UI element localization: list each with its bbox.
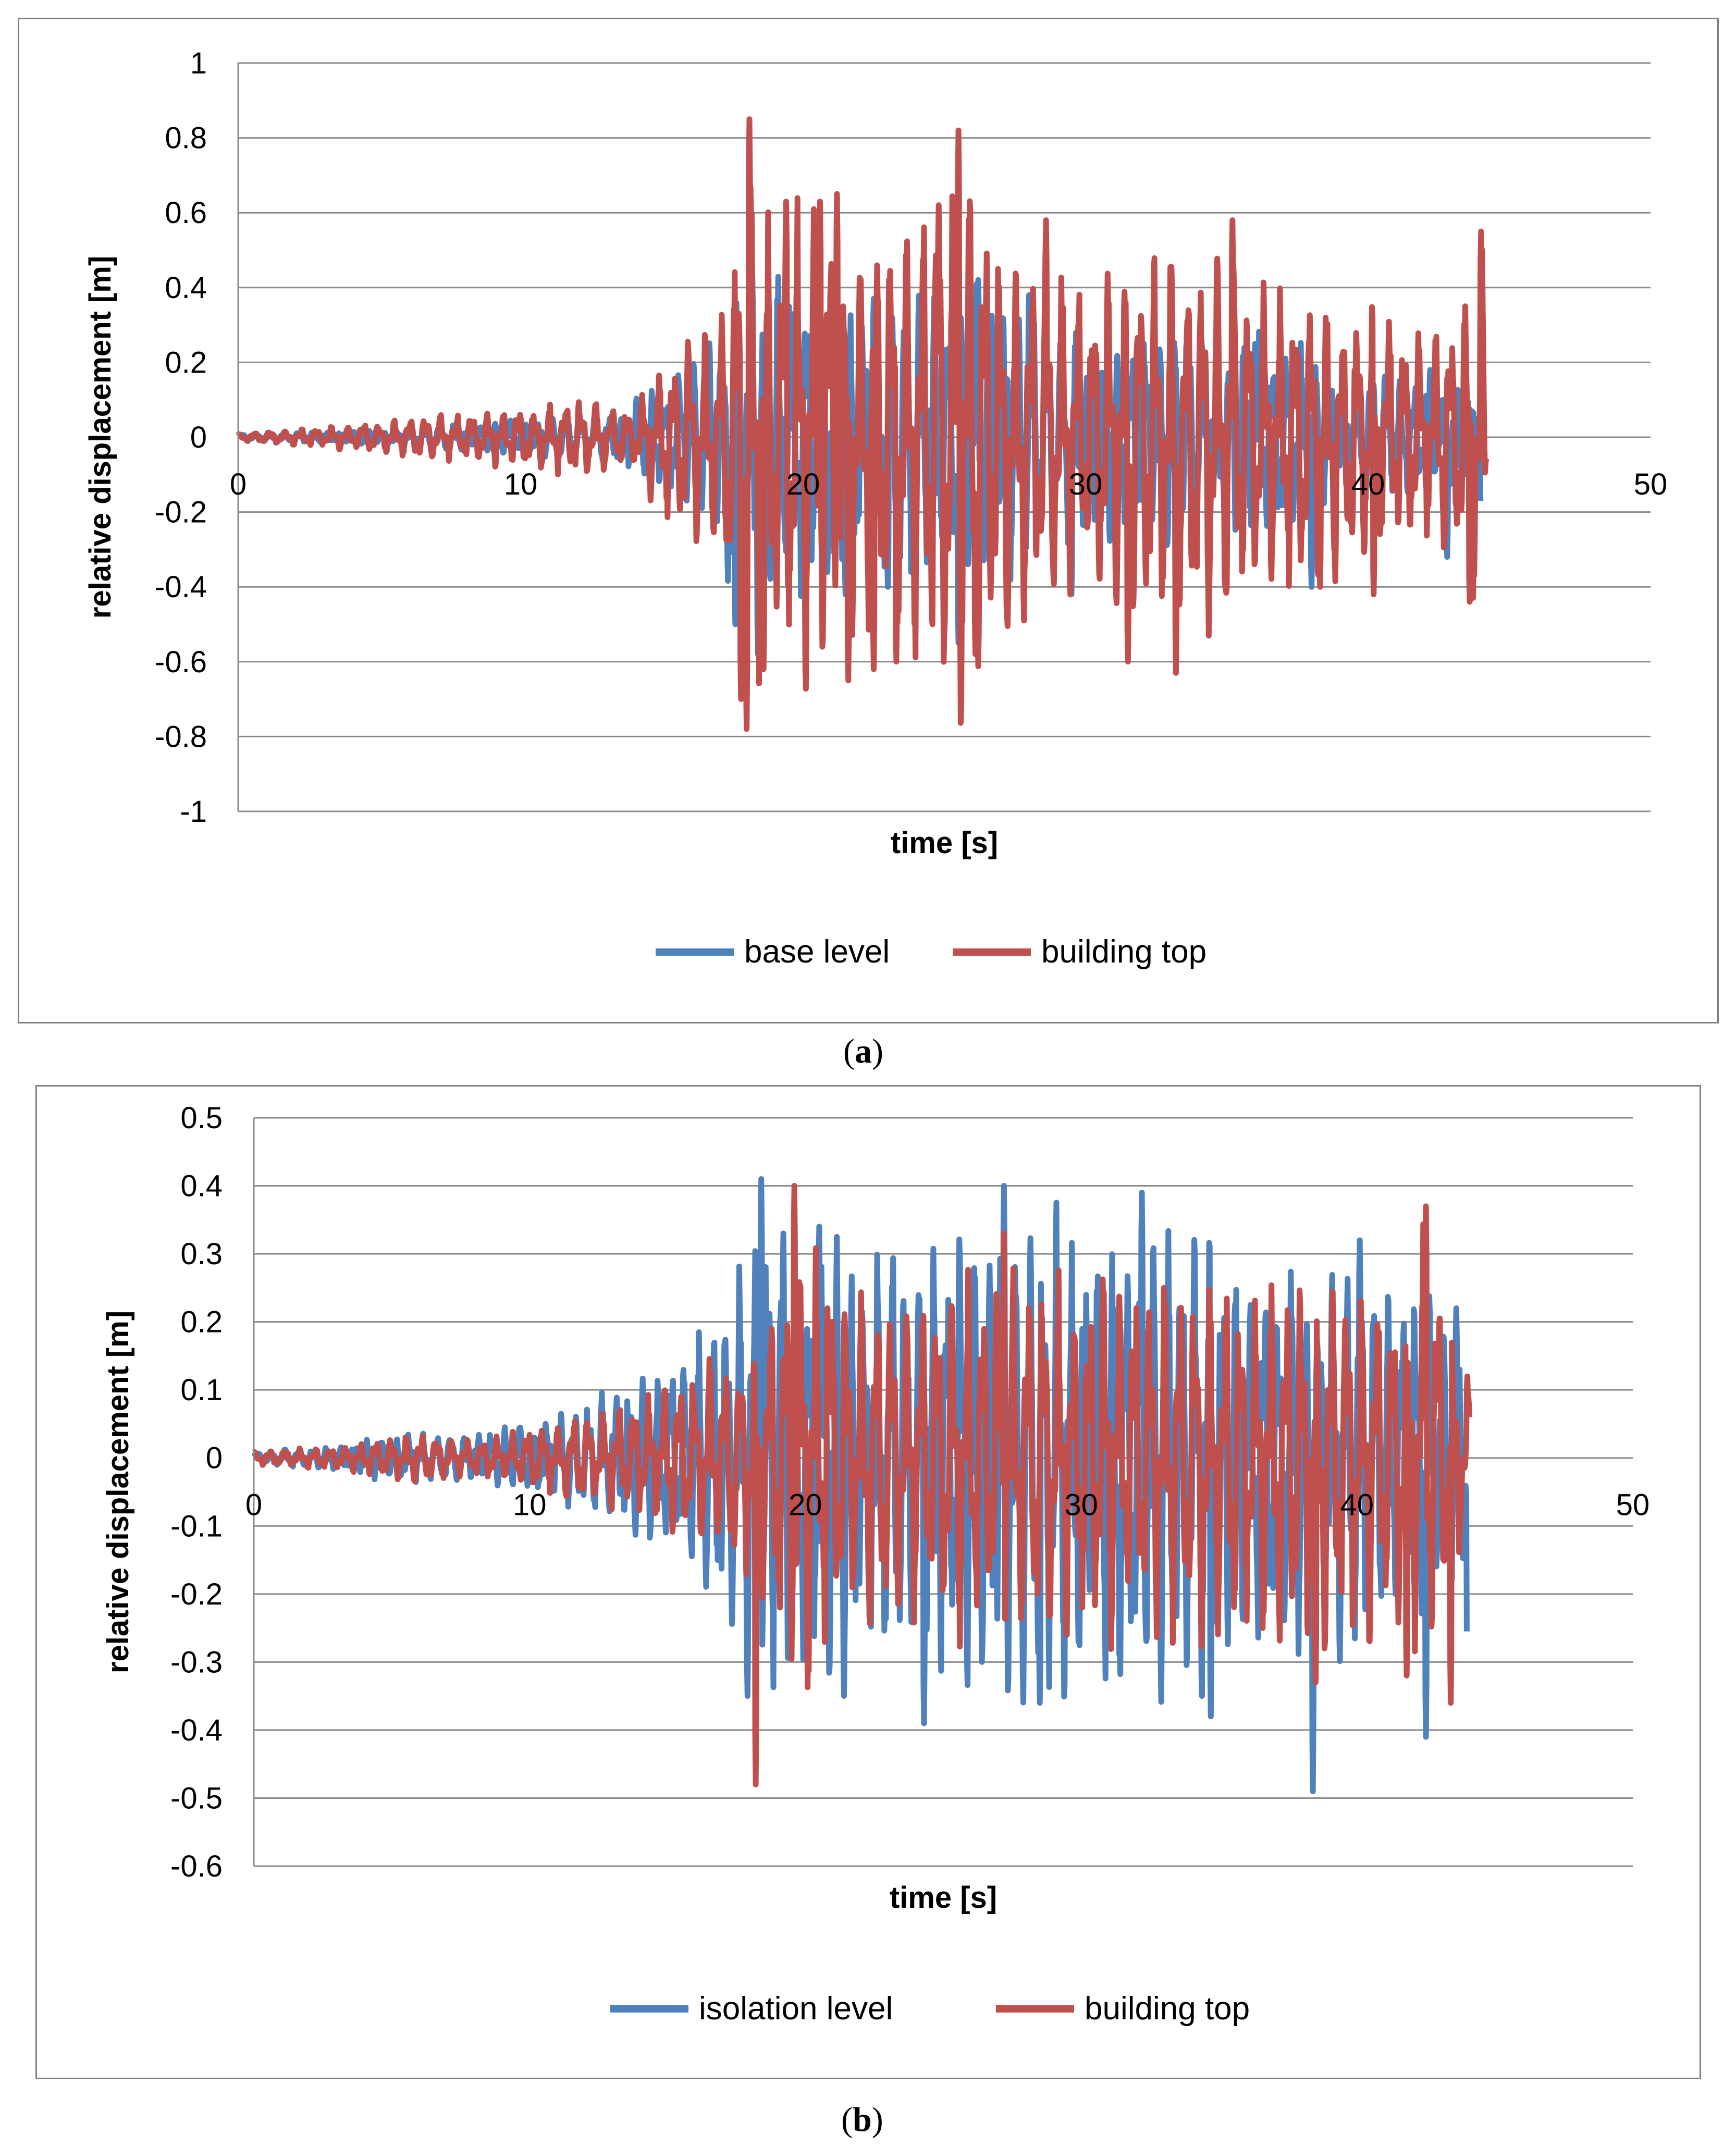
y-tick-label: 0.3 bbox=[180, 1237, 223, 1271]
y-tick-label: 0.4 bbox=[180, 1169, 223, 1203]
series-line-isolation-level bbox=[251, 1176, 1470, 1794]
x-axis-title: time [s] bbox=[890, 1881, 997, 1915]
x-tick-label: 50 bbox=[1634, 467, 1668, 501]
x-tick-label: 20 bbox=[789, 1488, 822, 1522]
x-tick-label: 10 bbox=[513, 1488, 547, 1522]
y-tick-label: 0 bbox=[190, 421, 207, 454]
y-tick-label: 0.6 bbox=[165, 196, 207, 230]
legend-label-building-top: building top bbox=[1085, 1991, 1250, 2027]
y-axis-title: relative displacement [m] bbox=[101, 1311, 135, 1673]
chart-a-svg: 1 0.8 0.6 0.4 0.2 0 -0.2 -0.4 -0.6 -0.8 -1 0 10 20 30 4… bbox=[83, 46, 1667, 970]
y-tick-label: 0.8 bbox=[165, 121, 207, 155]
x-tick-label: 50 bbox=[1616, 1488, 1650, 1522]
chart-a-series bbox=[236, 116, 1489, 732]
y-tick-label: -0.2 bbox=[170, 1577, 223, 1611]
y-tick-label: 1 bbox=[190, 46, 207, 80]
x-tick-label: 0 bbox=[230, 467, 247, 501]
series-line-building-top bbox=[251, 1183, 1473, 1787]
y-tick-label: -0.5 bbox=[170, 1781, 223, 1815]
y-tick-label: 0.5 bbox=[180, 1101, 223, 1135]
x-tick-label: 10 bbox=[504, 467, 538, 501]
y-tick-label: -0.8 bbox=[155, 720, 207, 754]
caption-b: (b) bbox=[841, 2101, 883, 2139]
chart-b-series bbox=[251, 1176, 1473, 1794]
y-tick-label: -0.2 bbox=[155, 496, 207, 529]
chart-a-axes: 1 0.8 0.6 0.4 0.2 0 -0.2 -0.4 -0.6 -0.8 -1 0 10 20 30 4… bbox=[83, 46, 1667, 860]
x-axis-title: time [s] bbox=[891, 826, 998, 860]
y-tick-label: -0.3 bbox=[170, 1645, 223, 1679]
caption-a: (a) bbox=[843, 1032, 883, 1070]
x-tick-label: 30 bbox=[1064, 1488, 1098, 1522]
chart-a-legend: base level building top bbox=[656, 934, 1206, 970]
x-tick-label: 40 bbox=[1340, 1488, 1374, 1522]
x-tick-label: 40 bbox=[1351, 467, 1385, 501]
legend-label-isolation-level: isolation level bbox=[699, 1991, 893, 2027]
y-tick-label: -0.1 bbox=[170, 1509, 223, 1543]
y-tick-label: 0 bbox=[206, 1441, 223, 1475]
y-tick-label: 0.4 bbox=[165, 271, 207, 305]
y-tick-label: -0.4 bbox=[170, 1713, 223, 1747]
y-axis-title: relative displacement [m] bbox=[83, 256, 117, 619]
chart-b-legend: isolation level building top bbox=[610, 1991, 1250, 2027]
chart-b-svg: 0.5 0.4 0.3 0.2 0.1 0 -0.1 -0.2 -0.3 -0.4 -0.5 -0.6… bbox=[101, 1101, 1649, 2027]
chart-b-axes: 0.5 0.4 0.3 0.2 0.1 0 -0.1 -0.2 -0.3 -0.4 -0.5 -0.6… bbox=[101, 1101, 1649, 1915]
y-tick-label: -1 bbox=[180, 795, 207, 829]
series-line-building-top bbox=[236, 116, 1489, 732]
y-tick-label: -0.6 bbox=[170, 1849, 223, 1883]
legend-label-building-top: building top bbox=[1041, 934, 1206, 970]
y-tick-label: 0.2 bbox=[165, 346, 207, 379]
y-tick-label: -0.4 bbox=[155, 570, 207, 604]
chart-panel-a: 1 0.8 0.6 0.4 0.2 0 -0.2 -0.4 -0.6 -0.8 -1 0 10 20 30 4… bbox=[18, 18, 1719, 1023]
chart-panel-b: 0.5 0.4 0.3 0.2 0.1 0 -0.1 -0.2 -0.3 -0.4 -0.5 -0.6… bbox=[35, 1085, 1701, 2079]
y-tick-label: 0.1 bbox=[180, 1373, 223, 1407]
y-tick-label: -0.6 bbox=[155, 645, 207, 679]
y-tick-label: 0.2 bbox=[180, 1305, 223, 1339]
x-tick-label: 30 bbox=[1069, 467, 1103, 501]
x-tick-label: 0 bbox=[245, 1488, 262, 1522]
legend-label-base-level: base level bbox=[744, 934, 890, 970]
x-tick-label: 20 bbox=[786, 467, 820, 501]
